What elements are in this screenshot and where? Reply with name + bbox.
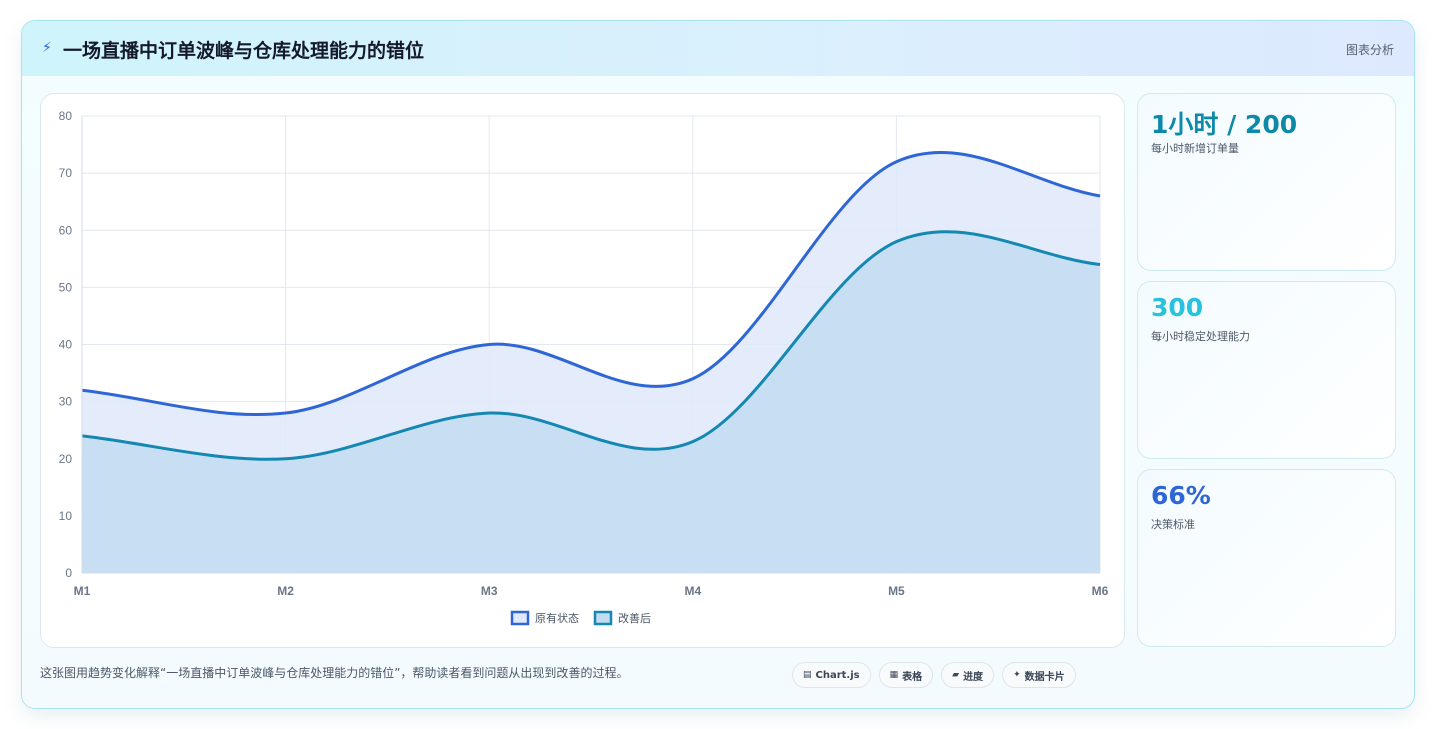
pill-label: 表格 bbox=[902, 671, 923, 683]
pill-label: 进度 bbox=[963, 671, 984, 683]
stat-label: 每小时稳定处理能力 bbox=[1151, 330, 1250, 343]
chart-description: 这张图用趋势变化解释“一场直播中订单波峰与仓库处理能力的错位”，帮助读者看到问题… bbox=[40, 666, 629, 680]
table-icon: ▦ bbox=[889, 670, 899, 680]
pill-progress[interactable]: ▰ 进度 bbox=[941, 662, 995, 688]
y-tick-label: 50 bbox=[59, 280, 73, 294]
y-tick-label: 70 bbox=[59, 166, 73, 180]
y-tick-label: 60 bbox=[59, 223, 73, 237]
stat-card-threshold: 66% 决策标准 bbox=[1137, 469, 1396, 647]
pill-label: Chart.js bbox=[815, 669, 860, 681]
stat-label: 每小时新增订单量 bbox=[1151, 142, 1239, 155]
chart-icon: ▤ bbox=[803, 670, 812, 680]
stat-card-capacity: 300 每小时稳定处理能力 bbox=[1137, 281, 1396, 459]
pill-table[interactable]: ▦ 表格 bbox=[878, 662, 934, 688]
x-tick-label: M1 bbox=[74, 584, 91, 598]
stat-label: 决策标准 bbox=[1151, 518, 1195, 531]
pill-chartjs[interactable]: ▤ Chart.js bbox=[792, 662, 871, 688]
lightning-bolt-icon: ⚡︎ bbox=[42, 40, 52, 56]
x-tick-label: M4 bbox=[684, 584, 701, 598]
legend-label: 原有状态 bbox=[535, 611, 579, 625]
pill-label: 数据卡片 bbox=[1024, 671, 1065, 683]
y-tick-label: 0 bbox=[65, 566, 72, 580]
legend-swatch bbox=[510, 610, 530, 626]
chart-card: ⚡︎ 一场直播中订单波峰与仓库处理能力的错位 图表分析 0 10 20 30 40 50 6… bbox=[21, 20, 1415, 709]
page-title: 一场直播中订单波峰与仓库处理能力的错位 bbox=[63, 40, 425, 62]
x-tick-label: M2 bbox=[277, 584, 294, 598]
legend-swatch bbox=[593, 610, 613, 626]
area-chart: 0 10 20 30 40 50 60 70 80 M1 M2 M3 M4 M5 M6 原有状态 改善后 bbox=[59, 109, 1109, 626]
y-tick-label: 30 bbox=[59, 395, 73, 409]
y-tick-label: 10 bbox=[59, 509, 73, 523]
stat-value: 1小时 / 200 bbox=[1151, 110, 1298, 139]
series-area-1 bbox=[82, 231, 1100, 573]
feature-pills: ▤ Chart.js ▦ 表格 ▰ 进度 ✦ 数据卡片 bbox=[792, 662, 1076, 688]
stat-value: 66% bbox=[1151, 481, 1211, 510]
stat-value: 300 bbox=[1151, 293, 1204, 322]
card-header: ⚡︎ 一场直播中订单波峰与仓库处理能力的错位 图表分析 bbox=[22, 21, 1414, 76]
chart-panel: 0 10 20 30 40 50 60 70 80 M1 M2 M3 M4 M5 M6 原有状态 改善后 bbox=[40, 93, 1125, 648]
sparkle-icon: ✦ bbox=[1013, 670, 1021, 680]
y-tick-label: 80 bbox=[59, 109, 73, 123]
legend-label: 改善后 bbox=[618, 611, 651, 625]
y-tick-label: 20 bbox=[59, 452, 73, 466]
x-tick-label: M3 bbox=[481, 584, 498, 598]
pill-data-card[interactable]: ✦ 数据卡片 bbox=[1002, 662, 1076, 688]
progress-icon: ▰ bbox=[952, 670, 960, 680]
series-line-1 bbox=[81, 230, 1101, 461]
y-tick-label: 40 bbox=[59, 338, 73, 352]
stat-card-orders: 1小时 / 200 每小时新增订单量 bbox=[1137, 93, 1396, 271]
x-tick-label: M5 bbox=[888, 584, 905, 598]
chart-analysis-label: 图表分析 bbox=[1345, 43, 1394, 57]
series-line-0 bbox=[81, 151, 1101, 417]
x-tick-label: M6 bbox=[1092, 584, 1109, 598]
